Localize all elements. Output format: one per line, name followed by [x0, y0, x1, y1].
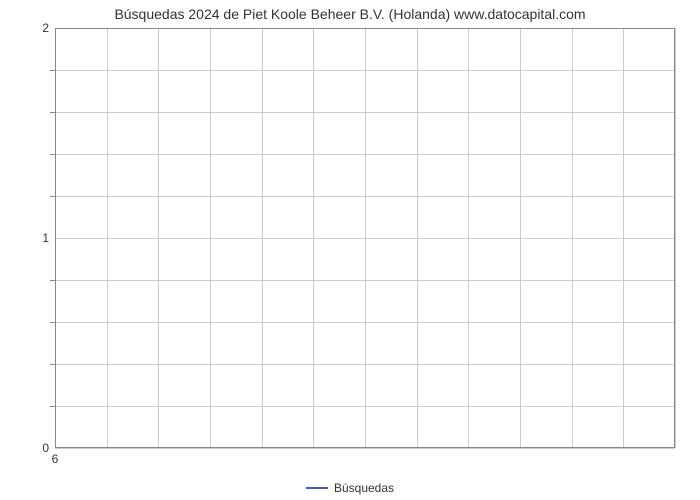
grid-line-horizontal [55, 154, 675, 155]
y-axis-minor-tick [50, 70, 55, 71]
y-axis-tick-label: 1 [42, 231, 55, 245]
grid-line-horizontal [55, 406, 675, 407]
grid-line-horizontal [55, 364, 675, 365]
grid-line-horizontal [55, 238, 675, 239]
grid-line-horizontal [55, 28, 675, 29]
chart-title: Búsquedas 2024 de Piet Koole Beheer B.V.… [0, 6, 700, 22]
grid-line-horizontal [55, 280, 675, 281]
y-axis-minor-tick [50, 280, 55, 281]
y-axis-minor-tick [50, 112, 55, 113]
y-axis-minor-tick [50, 196, 55, 197]
grid-line-horizontal [55, 112, 675, 113]
legend-swatch [306, 487, 328, 489]
y-axis-tick-label: 2 [42, 21, 55, 35]
y-axis-minor-tick [50, 406, 55, 407]
grid-line-horizontal [55, 448, 675, 449]
grid-line-horizontal [55, 196, 675, 197]
grid-line-horizontal [55, 322, 675, 323]
chart-legend: Búsquedas [0, 480, 700, 495]
grid-line-vertical [675, 28, 676, 448]
legend-label: Búsquedas [334, 481, 394, 495]
x-axis-tick-label: 6 [52, 448, 59, 466]
y-axis-minor-tick [50, 154, 55, 155]
grid-line-horizontal [55, 70, 675, 71]
y-axis-minor-tick [50, 322, 55, 323]
y-axis-minor-tick [50, 364, 55, 365]
chart-plot-area: 0126 [55, 28, 675, 448]
